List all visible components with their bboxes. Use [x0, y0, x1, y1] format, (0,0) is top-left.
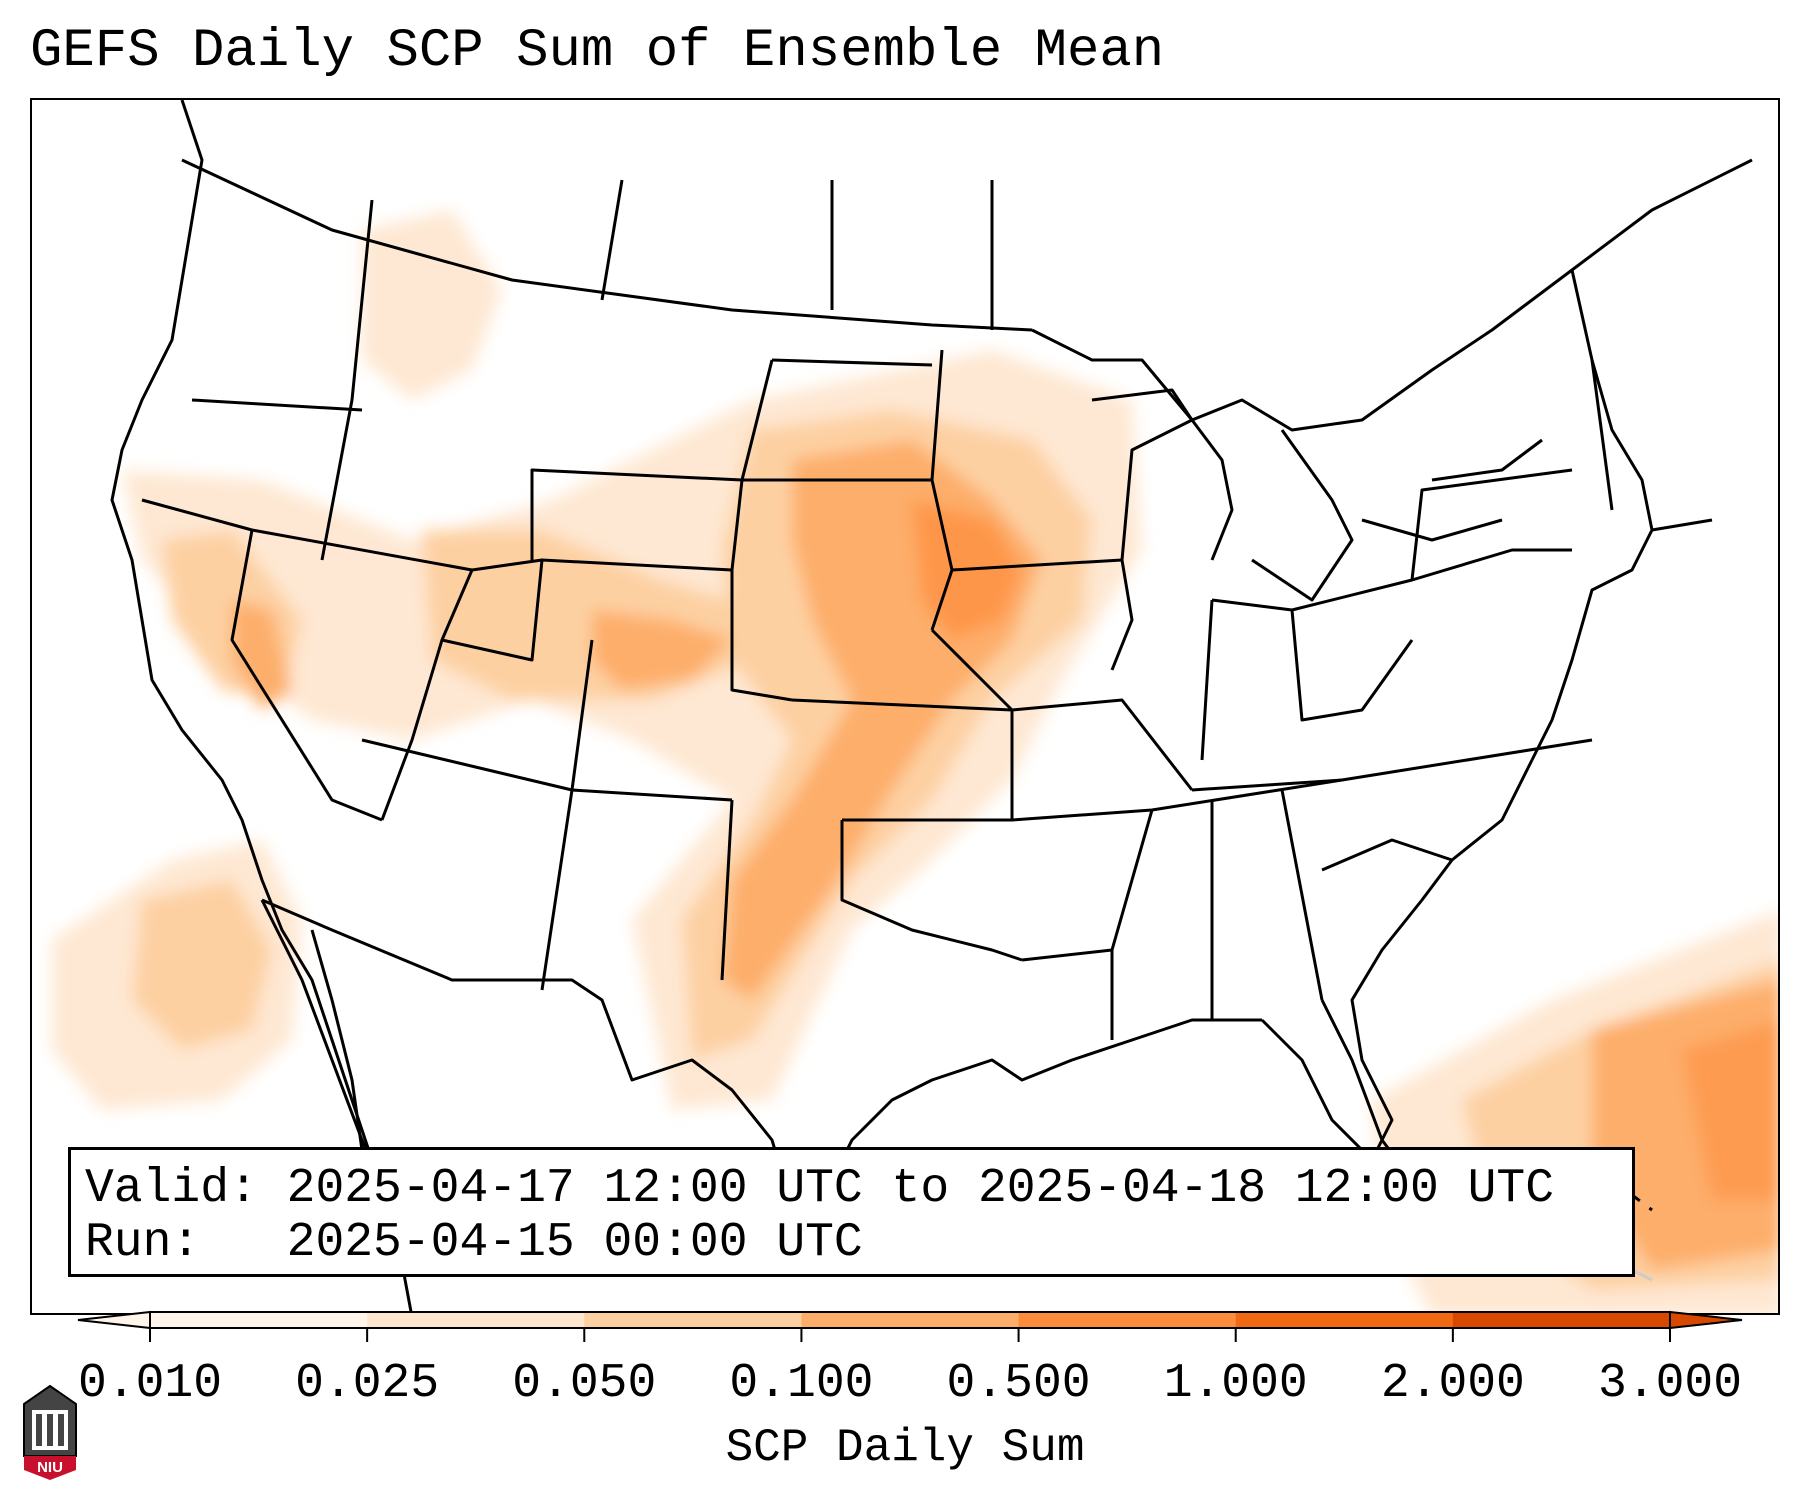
map-panel: Valid: 2025-04-17 12:00 UTC to 2025-04-1…	[30, 98, 1780, 1315]
colorbar-tick-label: 0.500	[946, 1357, 1091, 1411]
colorbar-label: SCP Daily Sum	[725, 1422, 1085, 1474]
colorbar-segment	[584, 1312, 802, 1328]
map-title: GEFS Daily SCP Sum of Ensemble Mean	[30, 21, 1165, 82]
scp-map	[52, 100, 1778, 1313]
colorbar-tick-label: 0.050	[512, 1357, 657, 1411]
colorbar-tick-label: 0.025	[295, 1357, 440, 1411]
valid-time-text: Valid: 2025-04-17 12:00 UTC to 2025-04-1…	[85, 1162, 1555, 1216]
colorbar-segment	[1452, 1312, 1671, 1328]
colorbar-tick-label: 2.000	[1380, 1357, 1525, 1411]
colorbar-tick-label: 1.000	[1163, 1357, 1308, 1411]
colorbar-segment	[1235, 1312, 1454, 1328]
colorbar	[77, 1310, 1743, 1342]
colorbar-extend-high	[1669, 1310, 1743, 1330]
run-time-text: Run: 2025-04-15 00:00 UTC	[85, 1216, 863, 1270]
colorbar-segment	[150, 1312, 368, 1328]
colorbar-tick-label: 0.010	[77, 1357, 223, 1411]
colorbar-segment	[367, 1312, 585, 1328]
colorbar-segment	[1018, 1312, 1237, 1328]
valid-run-info-box: Valid: 2025-04-17 12:00 UTC to 2025-04-1…	[68, 1147, 1635, 1277]
colorbar-tick-label: 0.100	[729, 1357, 874, 1411]
university-building-icon: NIU	[23, 1384, 77, 1480]
colorbar-outline	[149, 1311, 1671, 1329]
svg-text:NIU: NIU	[37, 1459, 63, 1476]
colorbar-tick-label: 3.000	[1597, 1357, 1743, 1411]
colorbar-segment	[801, 1312, 1020, 1328]
colorbar-extend-low	[77, 1310, 151, 1330]
